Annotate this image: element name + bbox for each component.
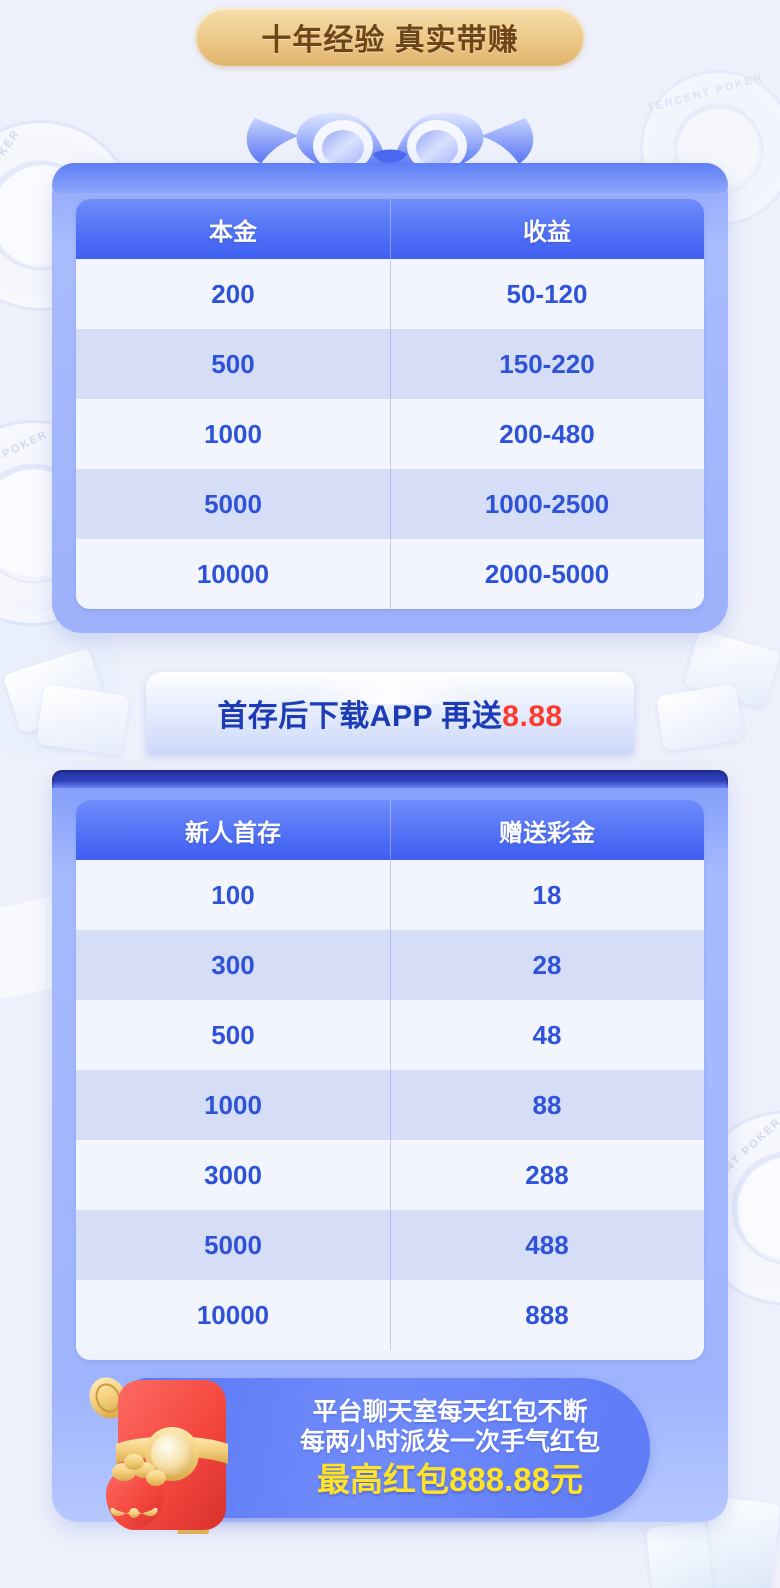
table-row: 500 150-220 — [76, 329, 704, 399]
table-row: 300 28 — [76, 930, 704, 1000]
app-download-bonus-amount: 8.88 — [502, 700, 563, 733]
page-title-banner: 十年经验 真实带赚 — [196, 8, 584, 66]
cell-profit: 200-480 — [390, 399, 704, 469]
cell-bonus: 28 — [390, 930, 704, 1000]
app-download-bonus-text: 首存后下载APP 再送8.88 — [217, 691, 562, 735]
earnings-table: 本金 收益 200 50-120 500 150-220 1000 200-48… — [76, 199, 704, 609]
redpacket-line-2: 每两小时派发一次手气红包 — [299, 1428, 600, 1457]
bonus-table-header: 新人首存 赠送彩金 — [76, 800, 704, 860]
cell-deposit: 1000 — [204, 1089, 262, 1120]
cell-principal: 500 — [211, 348, 255, 379]
cell-bonus: 88 — [390, 1070, 704, 1140]
table-row: 3000 288 — [76, 1140, 704, 1210]
table-row: 1000 88 — [76, 1070, 704, 1140]
cell-bonus: 488 — [390, 1210, 704, 1280]
column-header-profit: 收益 — [390, 199, 704, 259]
cell-bonus: 18 — [390, 860, 704, 930]
table-row: 10000 888 — [76, 1280, 704, 1350]
cell-bonus: 288 — [390, 1140, 704, 1210]
column-header-principal: 本金 — [209, 218, 257, 246]
card-slot-edge — [52, 770, 728, 788]
cell-principal: 1000 — [204, 418, 262, 449]
cell-deposit: 5000 — [204, 1229, 262, 1260]
red-packet-icon — [72, 1358, 252, 1538]
ribbon-bow-icon — [225, 102, 555, 180]
column-header-first-deposit: 新人首存 — [185, 819, 281, 847]
cell-deposit: 300 — [211, 949, 255, 980]
column-header-bonus: 赠送彩金 — [390, 800, 704, 860]
bonus-table: 新人首存 赠送彩金 100 18 300 28 500 48 1000 88 3… — [76, 800, 704, 1360]
giftbox-lid — [52, 163, 728, 193]
cell-deposit: 500 — [211, 1019, 255, 1050]
table-row: 200 50-120 — [76, 259, 704, 329]
cell-deposit: 10000 — [196, 1299, 270, 1330]
redpacket-max-amount: 最高红包888.88元 — [317, 1460, 583, 1498]
cell-principal: 5000 — [204, 488, 262, 519]
redpacket-line-1: 平台聊天室每天红包不断 — [312, 1397, 588, 1426]
table-row: 5000 488 — [76, 1210, 704, 1280]
cell-profit: 1000-2500 — [390, 469, 704, 539]
cell-profit: 2000-5000 — [390, 539, 704, 609]
app-download-bonus-banner: 首存后下载APP 再送8.88 — [146, 672, 634, 754]
table-row: 1000 200-480 — [76, 399, 704, 469]
cell-principal: 200 — [211, 278, 255, 309]
cell-principal: 10000 — [196, 558, 270, 589]
cell-profit: 150-220 — [390, 329, 704, 399]
earnings-card: 本金 收益 200 50-120 500 150-220 1000 200-48… — [52, 163, 728, 633]
cell-bonus: 888 — [390, 1280, 704, 1350]
cell-deposit: 100 — [211, 879, 255, 910]
cell-deposit: 3000 — [204, 1159, 262, 1190]
page-title: 十年经验 真实带赚 — [261, 24, 519, 57]
cell-bonus: 48 — [390, 1000, 704, 1070]
table-row: 500 48 — [76, 1000, 704, 1070]
app-download-bonus-main: 首存后下载APP 再送 — [217, 700, 503, 733]
cell-profit: 50-120 — [390, 259, 704, 329]
table-row: 10000 2000-5000 — [76, 539, 704, 609]
table-row: 5000 1000-2500 — [76, 469, 704, 539]
earnings-table-header: 本金 收益 — [76, 199, 704, 259]
table-row: 100 18 — [76, 860, 704, 930]
